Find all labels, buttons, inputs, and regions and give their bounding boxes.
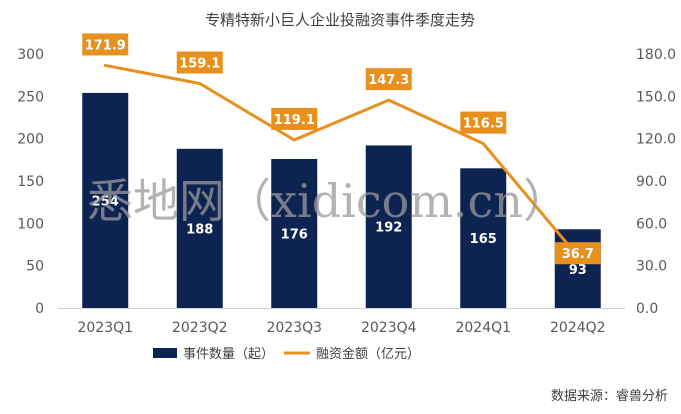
line-series: 171.9 159.1 119.1 147.3 116.5 36.7: [82, 33, 601, 265]
line-value-box: [554, 242, 601, 265]
line-value-box: [460, 111, 507, 134]
left-y-tick-label: 300: [17, 47, 44, 63]
legend: 事件数量（起） 融资金额（亿元）: [153, 346, 420, 362]
left-y-tick-label: 50: [26, 259, 44, 275]
left-y-tick-label: 200: [17, 132, 44, 148]
right-y-tick-label: 90.0: [636, 174, 667, 190]
line-value-label: 36.7: [562, 247, 594, 262]
line-value-box: [365, 68, 412, 91]
bar: [271, 158, 318, 308]
bar-value-label: 254: [92, 194, 119, 209]
right-y-axis: 0.0 30.0 60.0 90.0 120.0 150.0 180.0: [636, 47, 676, 317]
line-value-label: 171.9: [85, 38, 126, 53]
bar: [365, 145, 412, 308]
right-y-tick-label: 30.0: [636, 259, 667, 275]
line-point: [481, 142, 485, 146]
legend-bar-swatch: [153, 348, 177, 358]
bar-value-label: 188: [186, 222, 213, 237]
right-y-tick-label: 180.0: [636, 47, 676, 63]
bar-value-label: 192: [375, 221, 402, 236]
chart-title: 专精特新小巨人企业投融资事件季度走势: [205, 11, 475, 29]
line-point: [387, 98, 391, 102]
right-y-tick-label: 120.0: [636, 132, 676, 148]
line-value-box: [271, 107, 318, 130]
left-y-axis: 0 50 100 150 200 250 300: [17, 47, 44, 317]
bar: [460, 168, 507, 308]
bar-value-label: 176: [281, 227, 308, 242]
line-point: [292, 138, 296, 142]
bar: [82, 92, 129, 309]
left-y-tick-label: 250: [17, 89, 44, 105]
line-value-label: 159.1: [179, 56, 220, 71]
left-y-tick-label: 0: [35, 301, 44, 317]
x-tick-label: 2024Q2: [550, 320, 606, 336]
right-y-tick-label: 150.0: [636, 89, 676, 105]
x-axis: 2023Q1 2023Q2 2023Q3 2023Q4 2024Q1 2024Q2: [77, 320, 605, 336]
source-note: 数据来源：睿兽分析: [551, 389, 668, 404]
line-point: [198, 81, 202, 85]
bar: [176, 148, 223, 308]
line-value-box: [176, 51, 223, 74]
left-y-tick-label: 100: [17, 216, 44, 232]
right-y-tick-label: 0.0: [636, 301, 658, 317]
watermark: 悉地网（xidicom.cn）: [87, 174, 569, 228]
x-tick-label: 2024Q1: [455, 320, 511, 336]
left-y-tick-label: 150: [17, 174, 44, 190]
legend-line-label: 融资金额（亿元）: [316, 346, 420, 362]
line-value-label: 147.3: [368, 73, 409, 88]
line-value-box: [82, 33, 129, 56]
x-tick-label: 2023Q3: [266, 320, 322, 336]
right-y-tick-label: 60.0: [636, 216, 667, 232]
x-tick-label: 2023Q1: [77, 320, 133, 336]
bar-value-label: 93: [569, 263, 587, 278]
line-value-label: 116.5: [463, 117, 504, 132]
line-path: [104, 63, 579, 258]
bar-value-label: 165: [470, 232, 497, 247]
legend-bar-label: 事件数量（起）: [183, 347, 274, 362]
line-value-label: 119.1: [274, 113, 315, 128]
line-point: [103, 63, 107, 67]
x-tick-label: 2023Q2: [172, 320, 228, 336]
x-tick-label: 2023Q4: [361, 320, 417, 336]
